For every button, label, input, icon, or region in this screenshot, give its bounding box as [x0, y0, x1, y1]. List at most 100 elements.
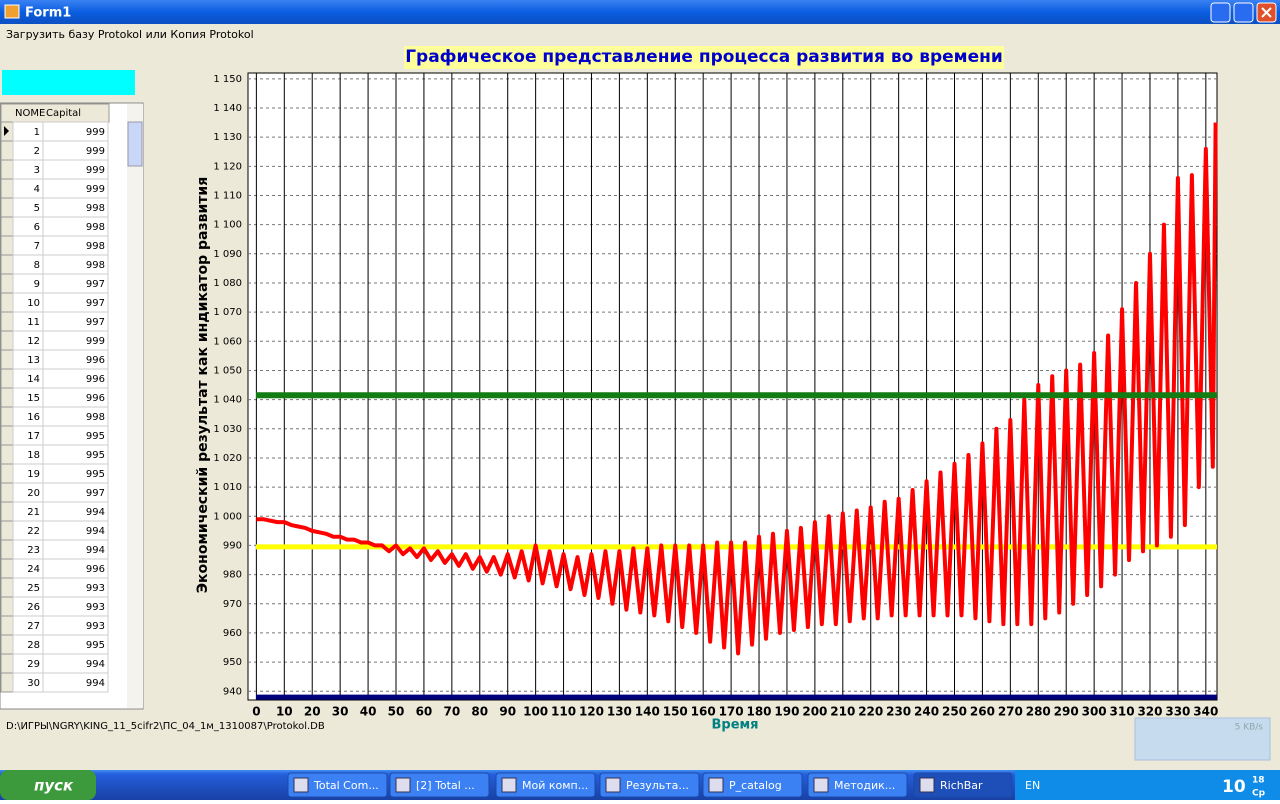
x-tick-label: 250 [942, 705, 967, 719]
y-tick-label: 980 [223, 570, 242, 581]
cell-text: 24 [27, 564, 40, 575]
lang[interactable]: EN [1025, 779, 1040, 792]
row-indicator [0, 235, 14, 256]
y-tick-label: 1 020 [213, 453, 242, 464]
net-speed: 5 KB/s [1235, 723, 1264, 733]
taskbar-item[interactable] [287, 772, 388, 798]
cell-text: 6 [34, 222, 40, 233]
taskbar-item[interactable] [807, 772, 908, 798]
cell-text: 997 [86, 298, 105, 309]
menu-item[interactable]: Загрузить базу Protokol или Копия Protok… [6, 28, 254, 41]
cell-text: 30 [27, 678, 40, 689]
clock-minutes: 18 [1252, 776, 1265, 786]
row-indicator [0, 672, 14, 693]
cell-text: 996 [86, 374, 105, 385]
clock-day: Ср [1252, 789, 1266, 799]
cell-text: 26 [27, 602, 40, 613]
x-tick-label: 280 [1026, 705, 1051, 719]
cell-text: 994 [86, 659, 105, 670]
taskbar-item[interactable] [495, 772, 596, 798]
cell-text: 995 [86, 469, 105, 480]
taskbar-item[interactable] [599, 772, 700, 798]
cell-text: 999 [86, 165, 105, 176]
taskbar-icon [605, 777, 621, 793]
taskbar-label: Методик... [834, 779, 895, 792]
x-tick-label: 320 [1137, 705, 1162, 719]
scroll-thumb[interactable] [127, 121, 143, 167]
y-tick-label: 970 [223, 599, 242, 610]
start-button[interactable] [0, 770, 96, 800]
cell-text: 11 [27, 317, 40, 328]
cell-text: 23 [27, 545, 40, 556]
cell-text: 5 [34, 203, 40, 214]
data-line [256, 122, 1218, 656]
row-indicator [0, 615, 14, 636]
cell-text: 28 [27, 640, 40, 651]
x-tick-label: 290 [1054, 705, 1079, 719]
y-tick-label: 950 [223, 657, 242, 668]
restore-button[interactable] [1233, 2, 1254, 23]
cell-text: 29 [27, 659, 40, 670]
cell-text: 14 [27, 374, 40, 385]
x-tick-label: 130 [607, 705, 632, 719]
y-tick-label: 990 [223, 540, 242, 551]
y-tick-label: 1 030 [213, 424, 242, 435]
row-indicator [0, 558, 14, 579]
row-indicator [0, 273, 14, 294]
row-indicator [0, 254, 14, 275]
taskbar-item[interactable] [389, 772, 490, 798]
cell-text: 998 [86, 412, 105, 423]
cell-text: 4 [34, 184, 40, 195]
app-icon [4, 4, 20, 19]
cell-text: 27 [27, 621, 40, 632]
row-indicator [0, 577, 14, 598]
cell-text: 7 [34, 241, 40, 252]
row-indicator [0, 596, 14, 617]
taskbar-icon [919, 777, 935, 793]
x-tick-label: 260 [970, 705, 995, 719]
taskbar-label: Total Com... [313, 779, 379, 792]
x-tick-label: 110 [551, 705, 576, 719]
row-indicator [0, 444, 14, 465]
minimize-button[interactable] [1210, 2, 1231, 23]
cell-text: 20 [27, 488, 40, 499]
cell-text: 998 [86, 260, 105, 271]
x-tick-label: 0 [252, 705, 260, 719]
cell[interactable] [42, 672, 109, 693]
taskbar-label: Результа... [626, 779, 689, 792]
x-tick-label: 310 [1110, 705, 1135, 719]
y-tick-label: 1 130 [213, 132, 242, 143]
taskbar-item[interactable] [702, 772, 803, 798]
x-tick-label: 300 [1082, 705, 1107, 719]
x-tick-label: 340 [1193, 705, 1218, 719]
tray [1015, 770, 1280, 800]
window-title: Form1 [25, 6, 71, 21]
row-indicator [0, 653, 14, 674]
cell-text: 21 [27, 507, 40, 518]
title-bar [0, 0, 1280, 24]
scrollbar[interactable] [127, 104, 143, 708]
x-tick-label: 50 [388, 705, 405, 719]
plot-area [247, 72, 1218, 701]
cell-text: 993 [86, 583, 105, 594]
cell-text: 993 [86, 602, 105, 613]
y-tick-label: 1 100 [213, 220, 242, 231]
x-tick-label: 200 [802, 705, 827, 719]
x-tick-label: 100 [523, 705, 548, 719]
cyan-field [2, 70, 135, 95]
row-pointer [4, 126, 9, 136]
row-indicator [0, 178, 14, 199]
cell-text: 996 [86, 393, 105, 404]
y-tick-label: 1 080 [213, 278, 242, 289]
x-tick-label: 170 [719, 705, 744, 719]
taskbar-item[interactable] [913, 772, 1013, 798]
y-tick-label: 1 050 [213, 365, 242, 376]
y-tick-label: 1 000 [213, 511, 242, 522]
x-axis-label: Время [711, 718, 758, 733]
y-axis-label: Экономический результат как индикатор ра… [195, 177, 211, 593]
cell-text: 25 [27, 583, 40, 594]
y-tick-label: 1 150 [213, 74, 242, 85]
cell-text: 999 [86, 146, 105, 157]
cell-text: 996 [86, 564, 105, 575]
